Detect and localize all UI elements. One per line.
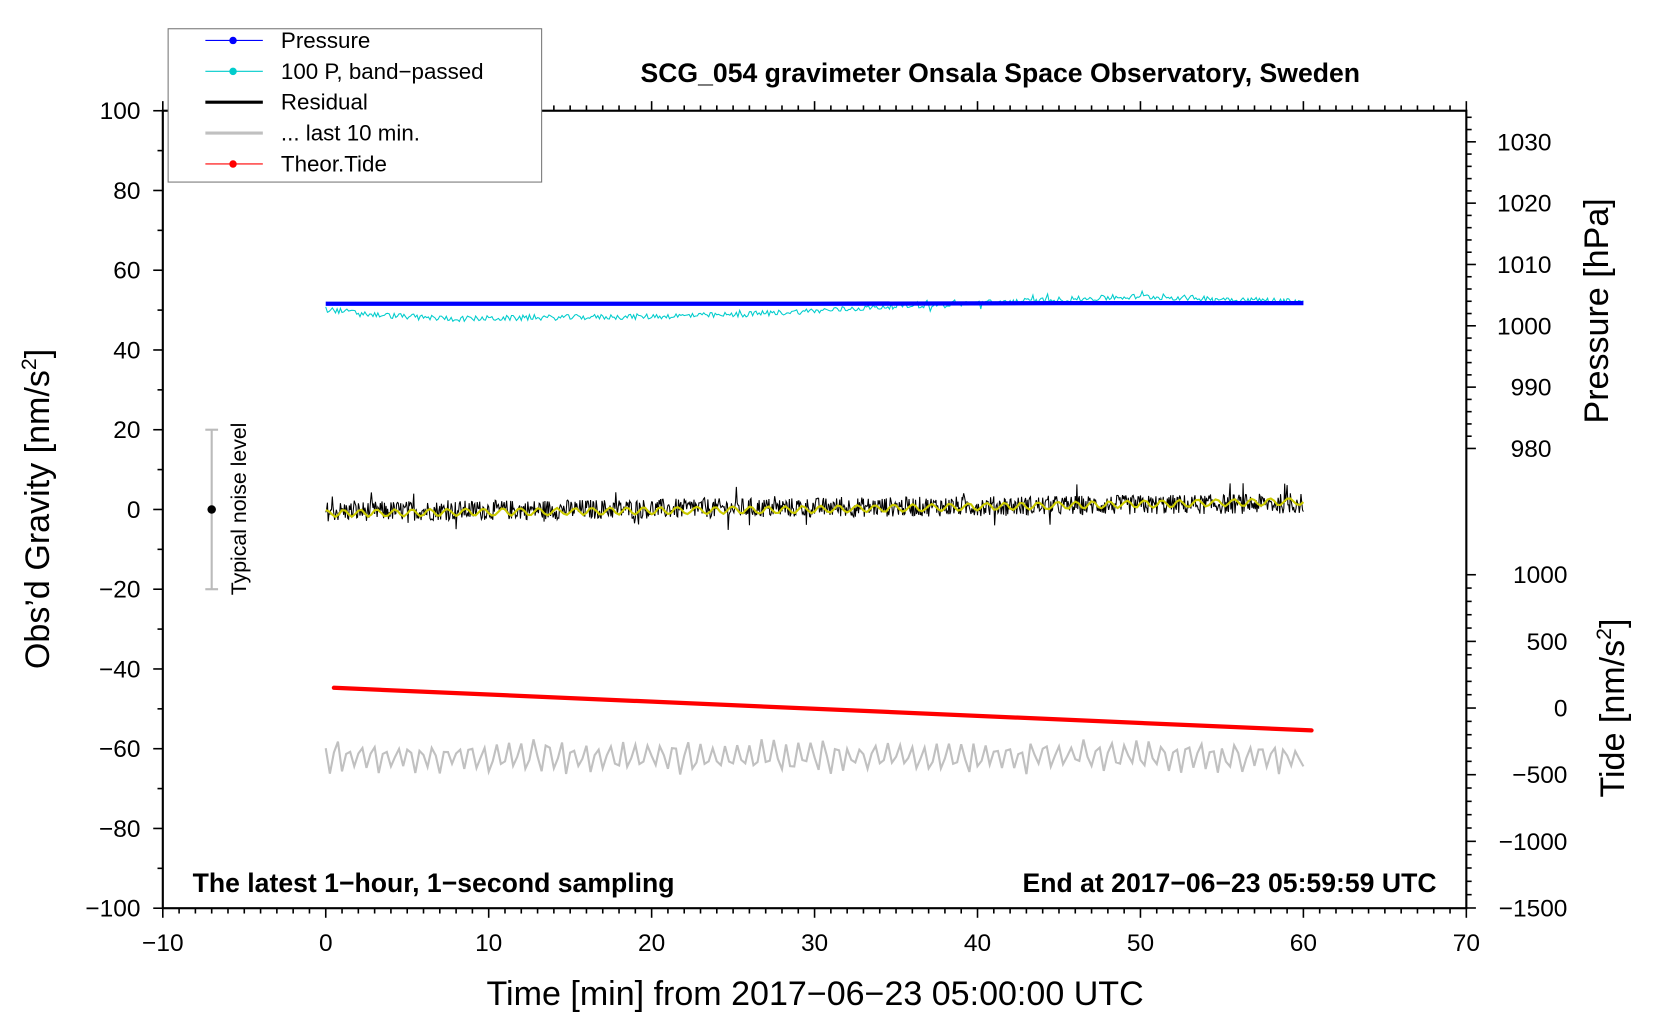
tide-tick-label: −1500 — [1499, 896, 1568, 923]
x-tick-label: 30 — [801, 930, 828, 957]
y-tick-label: 40 — [113, 337, 140, 364]
x-tick-label: 0 — [319, 930, 333, 957]
series-theor-tide — [331, 685, 1314, 733]
legend-box — [167, 28, 543, 183]
series-pressure — [325, 300, 1304, 306]
y-tick-label: −40 — [99, 656, 141, 683]
tide-axis-label: Tide [nm/s2] — [1592, 619, 1632, 798]
tide-tick-label: 1000 — [1513, 562, 1567, 589]
x-tick-label: 60 — [1290, 930, 1317, 957]
noise-level-indicator: Typical noise level — [205, 423, 251, 596]
pressure-tick-label: 990 — [1511, 375, 1552, 402]
y-tick-label: −80 — [99, 816, 141, 843]
tide-axis-label-end: ] — [1594, 619, 1632, 628]
y-axis-label-sup: 2 — [17, 358, 41, 370]
pressure-tick-label: 1020 — [1497, 191, 1551, 218]
x-tick-label: 20 — [638, 930, 665, 957]
legend-swatch-marker — [229, 160, 237, 168]
y-tick-label: 20 — [113, 417, 140, 444]
y-tick-label: 0 — [127, 497, 141, 524]
tide-axis-label-main: Tide [nm/s — [1594, 640, 1632, 798]
pressure-tick-label: 980 — [1511, 436, 1552, 463]
legend-label: 100 P, band−passed — [281, 59, 484, 84]
legend-item: Theor.Tide — [205, 151, 387, 176]
legend-item: Residual — [205, 90, 368, 115]
legend-swatch-marker — [229, 67, 237, 76]
annotation-right: End at 2017−06−23 05:59:59 UTC — [1022, 868, 1436, 898]
y-tick-label: −100 — [85, 896, 140, 923]
pressure-tick-label: 1000 — [1497, 313, 1551, 340]
y-tick-label: −60 — [99, 736, 141, 763]
y-axis-label: Obs’d Gravity [nm/s2] — [17, 349, 57, 669]
noise-label: Typical noise level — [227, 423, 251, 596]
x-tick-label: 50 — [1127, 930, 1154, 957]
x-tick-label: 10 — [475, 930, 502, 957]
tide-axis-label-sup: 2 — [1592, 628, 1616, 640]
legend-swatch-marker — [229, 36, 237, 45]
pressure-tick-label: 1030 — [1497, 129, 1551, 156]
x-tick-label: 40 — [964, 930, 991, 957]
legend-item: 100 P, band−passed — [205, 59, 484, 84]
y-tick-label: 60 — [113, 258, 140, 285]
legend-label: Theor.Tide — [281, 151, 387, 176]
series-residual — [325, 483, 1304, 530]
y-tick-label: 80 — [113, 178, 140, 205]
series-last-10-min — [324, 739, 1305, 776]
y-tick-label: 100 — [100, 98, 141, 125]
y-axis-label-main: Obs’d Gravity [nm/s — [19, 370, 57, 669]
legend: Pressure 100 P, band−passed Residual ... la… — [167, 28, 543, 183]
legend-label: Pressure — [281, 28, 370, 53]
legend-item: ... last 10 min. — [205, 121, 420, 146]
series-residual-smoothed — [325, 497, 1305, 519]
chart-title: SCG_054 gravimeter Onsala Space Observat… — [640, 58, 1360, 88]
noise-bar-dot — [207, 505, 216, 514]
legend-item: Pressure — [205, 28, 370, 53]
y-axis-label-end: ] — [19, 349, 57, 358]
x-tick-label: −10 — [142, 930, 184, 957]
pressure-tick-label: 1010 — [1497, 252, 1551, 279]
x-tick-label: 70 — [1453, 930, 1480, 957]
pressure-axis-label: Pressure [hPa] — [1578, 198, 1616, 423]
tide-tick-label: 0 — [1554, 696, 1568, 723]
series-band-passed — [325, 289, 1304, 323]
y-tick-label: −20 — [99, 577, 141, 604]
tide-tick-label: 500 — [1527, 629, 1568, 656]
legend-label: ... last 10 min. — [281, 121, 420, 146]
annotation-left: The latest 1−hour, 1−second sampling — [193, 868, 675, 898]
tide-tick-label: −1000 — [1499, 829, 1568, 856]
legend-label: Residual — [281, 90, 368, 115]
x-axis-label: Time [min] from 2017−06−23 05:00:00 UTC — [487, 975, 1144, 1013]
tide-tick-label: −500 — [1512, 762, 1567, 789]
